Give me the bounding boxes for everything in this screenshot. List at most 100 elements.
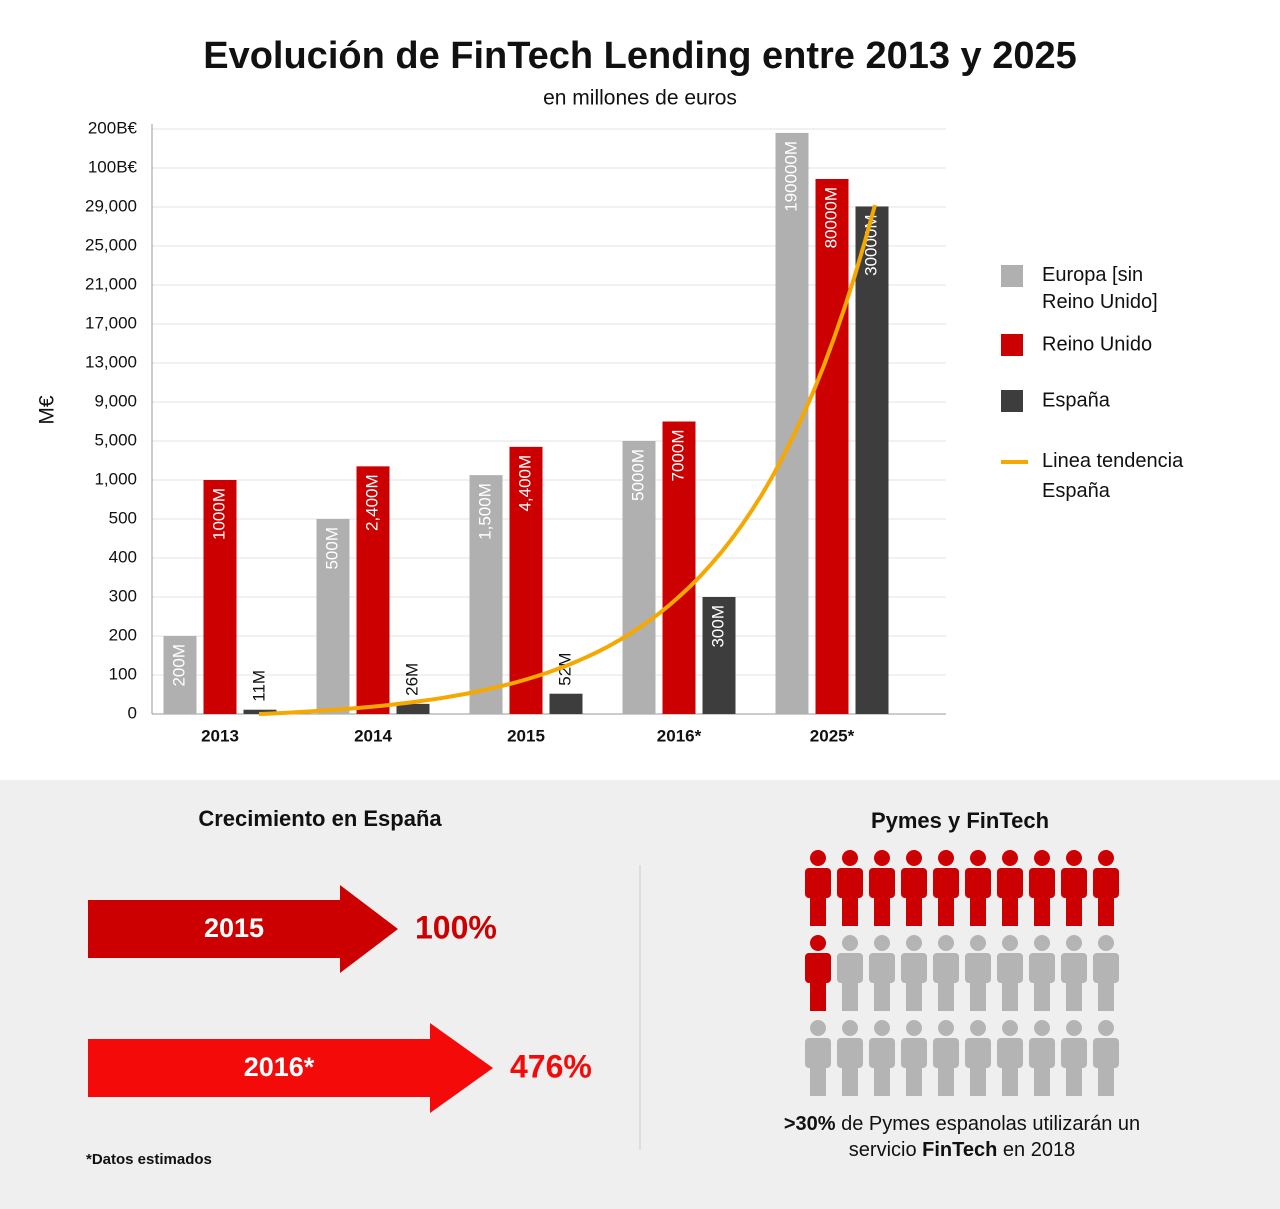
- person-icon: [805, 935, 831, 1011]
- bar: [163, 636, 197, 714]
- person-body: [933, 953, 959, 983]
- y-tick-label: 1,000: [94, 469, 137, 488]
- person-head: [938, 1020, 954, 1036]
- person-body: [805, 953, 831, 983]
- person-body: [837, 953, 863, 983]
- person-legs: [906, 1064, 922, 1096]
- person-icon: [1029, 850, 1055, 926]
- person-icon: [1061, 850, 1087, 926]
- person-head: [874, 1020, 890, 1036]
- person-body: [965, 1038, 991, 1068]
- person-icon: [1061, 1020, 1087, 1096]
- person-head: [1034, 935, 1050, 951]
- data-label: 4,400M: [515, 455, 534, 512]
- bar: [702, 597, 736, 714]
- y-tick-label: 200B€: [88, 118, 138, 137]
- data-label: 1,500M: [475, 483, 494, 540]
- x-tick-label: 2013: [201, 726, 239, 745]
- person-head: [874, 850, 890, 866]
- person-legs: [970, 1064, 986, 1096]
- person-head: [842, 850, 858, 866]
- pymes-caption: >30% de Pymes espanolas utilizarán un: [784, 1113, 1140, 1135]
- legend-line: Linea tendencia: [1042, 450, 1184, 472]
- person-icon: [901, 850, 927, 926]
- person-body: [901, 953, 927, 983]
- caption-part: servicio: [849, 1139, 922, 1161]
- chart-subtitle: en millones de euros: [543, 87, 737, 110]
- x-tick-label: 2025*: [810, 726, 855, 745]
- person-icon: [837, 850, 863, 926]
- person-legs: [810, 979, 826, 1011]
- person-legs: [810, 1064, 826, 1096]
- person-legs: [970, 894, 986, 926]
- arrow: [88, 1023, 493, 1113]
- person-icon: [837, 935, 863, 1011]
- person-head: [1034, 1020, 1050, 1036]
- person-legs: [1034, 894, 1050, 926]
- person-legs: [874, 894, 890, 926]
- person-body: [997, 953, 1023, 983]
- y-tick-label: 25,000: [85, 235, 137, 254]
- person-body: [837, 1038, 863, 1068]
- y-tick-label: 21,000: [85, 274, 137, 293]
- bar: [316, 519, 350, 714]
- person-icon: [997, 1020, 1023, 1096]
- y-tick-label: 0: [128, 703, 137, 722]
- person-icon: [965, 935, 991, 1011]
- arrow-label: 2016*: [244, 1052, 315, 1082]
- person-icon: [1029, 1020, 1055, 1096]
- person-body: [997, 868, 1023, 898]
- person-body: [933, 1038, 959, 1068]
- growth-title: Crecimiento en España: [198, 806, 442, 831]
- person-icon: [869, 850, 895, 926]
- person-icon: [997, 935, 1023, 1011]
- data-label: 26M: [402, 663, 421, 696]
- y-tick-label: 100B€: [88, 157, 138, 176]
- person-icon: [901, 1020, 927, 1096]
- x-tick-label: 2016*: [657, 726, 702, 745]
- bar: [356, 466, 390, 714]
- legend-swatch: [1001, 265, 1023, 287]
- bar: [396, 703, 430, 714]
- caption-part: FinTech: [922, 1139, 997, 1161]
- person-legs: [1002, 1064, 1018, 1096]
- person-head: [1002, 1020, 1018, 1036]
- y-tick-label: 300: [109, 586, 137, 605]
- data-label: 200M: [169, 644, 188, 687]
- pymes-caption: servicio FinTech en 2018: [849, 1139, 1075, 1161]
- person-legs: [842, 979, 858, 1011]
- person-icon: [933, 850, 959, 926]
- person-icon: [1093, 850, 1119, 926]
- person-head: [938, 850, 954, 866]
- person-legs: [1066, 979, 1082, 1011]
- y-tick-label: 200: [109, 625, 137, 644]
- data-label: 190000M: [781, 141, 800, 212]
- person-head: [906, 850, 922, 866]
- person-icon: [997, 850, 1023, 926]
- person-icon: [933, 1020, 959, 1096]
- person-body: [1029, 868, 1055, 898]
- trend-line: [258, 204, 877, 716]
- person-body: [1093, 868, 1119, 898]
- chart-title: Evolución de FinTech Lending entre 2013 …: [203, 35, 1077, 77]
- person-body: [901, 868, 927, 898]
- person-body: [965, 953, 991, 983]
- person-head: [970, 1020, 986, 1036]
- note: *Datos estimados: [86, 1151, 212, 1168]
- data-label: 52M: [555, 653, 574, 686]
- person-head: [1066, 935, 1082, 951]
- bar: [469, 475, 503, 714]
- person-legs: [938, 979, 954, 1011]
- person-icon: [901, 935, 927, 1011]
- person-body: [1093, 953, 1119, 983]
- y-tick-label: 29,000: [85, 196, 137, 215]
- data-label: 11M: [249, 670, 268, 702]
- person-head: [970, 935, 986, 951]
- person-legs: [906, 979, 922, 1011]
- data-label: 80000M: [821, 187, 840, 248]
- person-legs: [1034, 1064, 1050, 1096]
- legend-swatch: [1001, 390, 1023, 412]
- person-body: [1061, 1038, 1087, 1068]
- person-legs: [842, 1064, 858, 1096]
- person-body: [901, 1038, 927, 1068]
